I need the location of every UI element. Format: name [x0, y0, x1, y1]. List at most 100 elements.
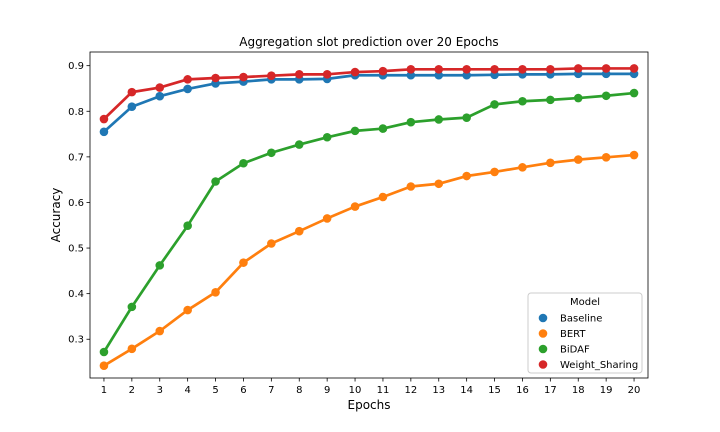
data-point — [406, 65, 416, 74]
data-point — [239, 258, 248, 267]
legend-entry: Baseline — [560, 314, 602, 325]
data-point — [267, 148, 276, 158]
series-line — [103, 67, 635, 120]
x-tick-label: 11 — [377, 385, 390, 396]
y-tick-label: 0.9 — [68, 61, 84, 72]
data-point — [629, 88, 639, 98]
data-point — [629, 150, 639, 160]
data-point — [183, 221, 192, 231]
data-point — [211, 73, 220, 83]
y-axis-label: Accuracy — [49, 188, 63, 243]
data-point — [322, 70, 332, 79]
series-baseline — [99, 69, 639, 137]
data-point — [490, 100, 499, 109]
data-point — [518, 96, 527, 106]
data-point — [518, 65, 527, 74]
y-tick-label: 0.8 — [68, 107, 84, 118]
x-tick-label: 15 — [488, 385, 501, 396]
data-point — [434, 179, 444, 189]
legend-marker — [538, 360, 548, 369]
data-point — [322, 214, 332, 223]
data-point — [127, 102, 137, 112]
series-line — [103, 72, 635, 133]
data-point — [406, 70, 416, 80]
data-point — [601, 91, 611, 101]
data-point — [546, 95, 555, 105]
y-tick-label: 0.4 — [68, 289, 84, 300]
data-point — [573, 155, 583, 164]
legend-title: Model — [570, 297, 600, 308]
x-tick-label: 19 — [600, 385, 613, 396]
data-point — [267, 71, 276, 81]
data-point — [155, 83, 165, 92]
data-point — [267, 239, 276, 248]
y-tick-label: 0.6 — [68, 198, 84, 209]
data-point — [183, 75, 192, 84]
data-point — [99, 347, 109, 357]
data-point — [155, 261, 165, 270]
data-point — [462, 65, 471, 74]
x-tick-label: 2 — [129, 385, 135, 396]
data-point — [462, 70, 471, 80]
data-point — [629, 64, 639, 73]
data-point — [518, 163, 527, 172]
y-tick-label: 0.7 — [68, 152, 84, 163]
x-tick-label: 10 — [349, 385, 362, 396]
data-point — [490, 65, 499, 74]
x-tick-label: 8 — [296, 385, 302, 396]
x-tick-label: 17 — [544, 385, 557, 396]
data-point — [573, 93, 583, 103]
data-point — [434, 115, 444, 124]
x-tick-label: 3 — [157, 385, 163, 396]
x-tick-label: 1 — [101, 385, 107, 396]
legend-marker — [538, 344, 548, 354]
data-point — [350, 202, 360, 211]
data-point — [183, 305, 192, 315]
data-point — [99, 361, 109, 370]
legend-marker — [538, 329, 548, 338]
data-point — [350, 67, 360, 77]
data-point — [322, 132, 332, 142]
legend: Model Baseline BERT BiDAF Weight_Sharing — [527, 292, 643, 374]
legend-entry: Weight_Sharing — [560, 360, 638, 371]
data-point — [546, 65, 555, 74]
data-point — [462, 171, 471, 181]
x-tick-label: 13 — [432, 385, 445, 396]
x-tick-label: 12 — [404, 385, 417, 396]
data-point — [462, 113, 471, 122]
series-bidaf — [99, 88, 639, 357]
data-point — [155, 326, 165, 336]
x-tick-label: 5 — [212, 385, 218, 396]
series-line — [102, 91, 635, 353]
data-point — [127, 302, 137, 312]
data-point — [378, 124, 388, 133]
x-axis: 1 2 3 4 5 6 7 8 9 10 11 12 13 14 15 16 17 18 19 20 — [101, 378, 641, 396]
data-point — [406, 117, 416, 127]
y-tick-label: 0.5 — [68, 244, 84, 255]
x-tick-label: 20 — [628, 385, 641, 396]
data-point — [99, 114, 109, 124]
data-point — [378, 192, 388, 202]
plot-border — [89, 51, 649, 379]
data-point — [127, 344, 137, 354]
data-point — [546, 158, 555, 168]
x-tick-label: 7 — [268, 385, 274, 396]
data-point — [239, 72, 248, 82]
x-tick-label: 14 — [460, 385, 473, 396]
y-tick-label: 0.3 — [68, 335, 84, 346]
x-tick-label: 18 — [572, 385, 585, 396]
data-point — [378, 66, 388, 76]
data-point — [601, 64, 611, 73]
legend-entry: BiDAF — [560, 345, 590, 356]
data-point — [294, 140, 304, 149]
data-point — [350, 126, 360, 136]
x-tick-label: 9 — [324, 385, 330, 396]
x-tick-label: 16 — [516, 385, 529, 396]
series-weight-sharing — [99, 64, 639, 124]
legend-marker — [538, 313, 548, 323]
data-point — [434, 65, 444, 74]
data-point — [99, 127, 109, 137]
series-layer — [99, 64, 639, 370]
